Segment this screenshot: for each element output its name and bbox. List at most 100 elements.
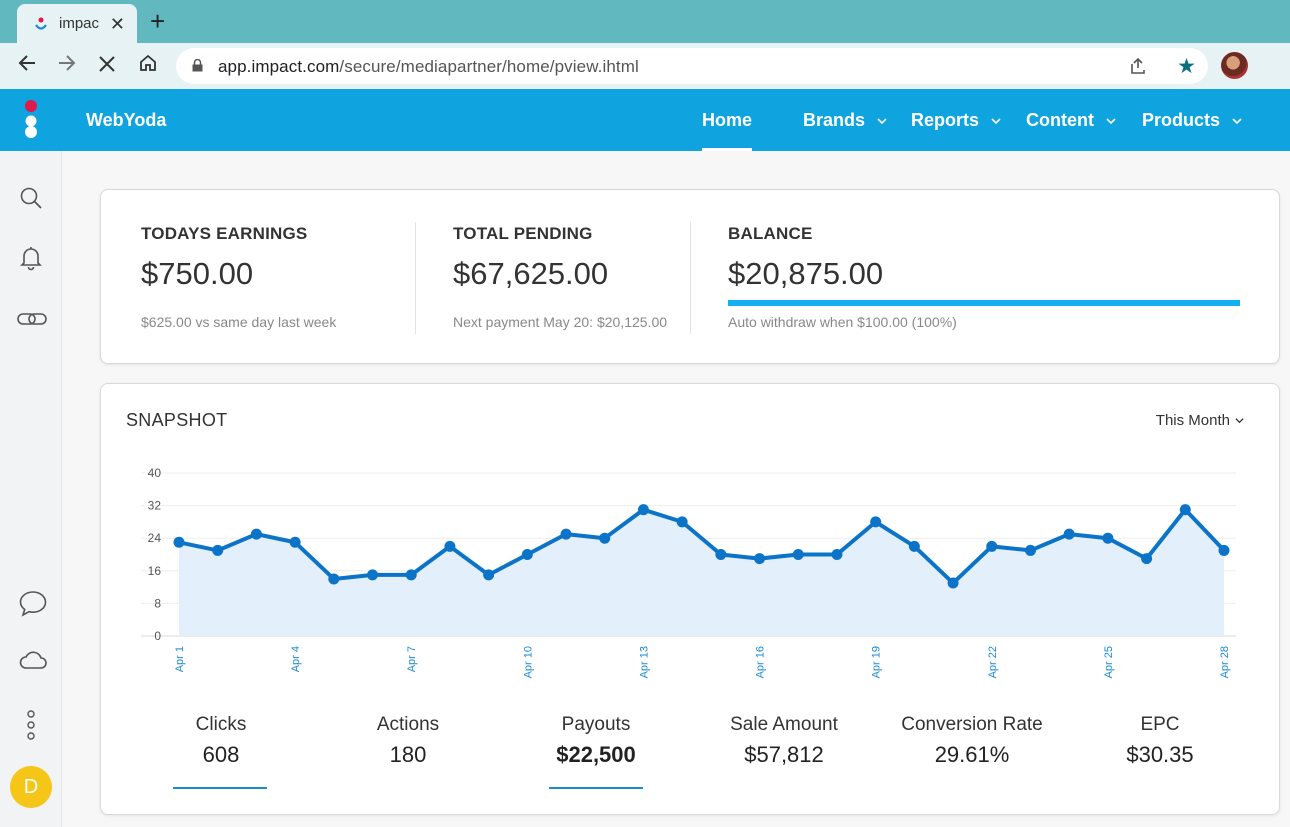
- metric-label: EPC: [1140, 714, 1180, 735]
- data-point: [792, 549, 804, 560]
- share-icon[interactable]: [1128, 56, 1148, 81]
- snapshot-card: SNAPSHOT This Month 0 8 16 24 32 40 Apr 1 Apr 4…: [100, 383, 1280, 815]
- x-tick-label: Apr 19: [871, 646, 883, 678]
- data-point: [908, 540, 920, 552]
- y-tick-label: 0: [154, 629, 161, 643]
- metric-sale-amount[interactable]: Sale Amount $57,812: [724, 714, 844, 768]
- metric-value: 180: [389, 742, 427, 767]
- data-point: [328, 573, 340, 585]
- bookmark-star-icon[interactable]: ★: [1177, 55, 1196, 78]
- data-point: [676, 516, 688, 528]
- earnings-summary-card: TODAYS EARNINGS $750.00 $625.00 vs same …: [100, 189, 1280, 364]
- metric-conversion-rate[interactable]: Conversion Rate 29.61%: [892, 714, 1052, 768]
- data-point: [1179, 504, 1191, 516]
- home-icon[interactable]: [138, 53, 158, 79]
- browser-tab-strip: impac ✕ +: [0, 0, 1290, 43]
- chevron-down-icon: [1232, 117, 1242, 124]
- metric-value: $57,812: [744, 742, 824, 767]
- data-point: [637, 504, 649, 516]
- data-point: [483, 569, 495, 581]
- data-point: [986, 540, 998, 552]
- y-tick-label: 8: [154, 596, 161, 610]
- stop-loading-icon[interactable]: [98, 53, 116, 79]
- metric-label: Actions: [376, 714, 440, 735]
- metric-label: Conversion Rate: [901, 714, 1043, 735]
- todays-earnings-label: TODAYS EARNINGS: [141, 224, 308, 243]
- more-options-icon[interactable]: [26, 709, 36, 746]
- metric-value: 608: [202, 742, 240, 767]
- left-sidebar: D: [0, 151, 62, 827]
- y-tick-label: 24: [148, 531, 162, 545]
- forward-icon[interactable]: [57, 53, 77, 79]
- metric-label: Clicks: [195, 714, 247, 735]
- data-point: [1218, 544, 1230, 556]
- nav-home[interactable]: Home: [702, 110, 753, 130]
- data-point: [947, 577, 959, 589]
- x-tick-label: Apr 13: [638, 646, 650, 678]
- balance-label: BALANCE: [728, 224, 813, 243]
- x-tick-label: Apr 4: [290, 646, 302, 672]
- tab-close-icon[interactable]: ✕: [109, 14, 125, 34]
- todays-earnings: TODAYS EARNINGS $750.00: [141, 224, 307, 292]
- chevron-down-icon: [1106, 117, 1116, 124]
- tab-title: impac: [59, 15, 99, 32]
- data-point: [367, 569, 379, 581]
- bell-icon[interactable]: [18, 244, 44, 277]
- date-range-dropdown[interactable]: This Month: [1156, 412, 1244, 429]
- data-point: [754, 553, 766, 565]
- auto-withdraw-text: Auto withdraw when $100.00 (100%): [728, 314, 957, 330]
- browser-tab[interactable]: impac ✕: [17, 4, 137, 43]
- data-point: [1024, 544, 1036, 556]
- snapshot-chart: 0 8 16 24 32 40 Apr 1 Apr 4 Apr 7 Apr 10 Apr 13 Apr…: [141, 466, 1236, 678]
- metric-value: 29.61%: [934, 742, 1010, 767]
- metric-value: $22,500: [556, 742, 636, 767]
- metric-epc[interactable]: EPC $30.35: [1100, 714, 1220, 768]
- search-icon[interactable]: [18, 185, 44, 216]
- new-tab-icon[interactable]: +: [150, 6, 166, 36]
- nav-brands[interactable]: Brands: [803, 110, 887, 131]
- series-line: [178, 507, 1226, 586]
- data-point: [715, 549, 727, 560]
- data-point: [405, 569, 417, 581]
- data-point: [444, 540, 456, 552]
- balance: BALANCE $20,875.00: [728, 224, 883, 292]
- browser-toolbar: app.impact.com/secure/mediapartner/home/…: [0, 43, 1290, 89]
- metric-label: Sale Amount: [730, 714, 838, 735]
- nav-reports[interactable]: Reports: [911, 110, 1001, 131]
- series-area: [179, 509, 1224, 636]
- user-avatar[interactable]: D: [10, 766, 52, 808]
- link-icon[interactable]: [16, 309, 48, 334]
- data-point: [560, 528, 572, 540]
- impact-favicon-icon: [33, 16, 49, 32]
- brand-name[interactable]: WebYoda: [86, 110, 167, 130]
- nav-content[interactable]: Content: [1026, 110, 1116, 131]
- impact-logo-icon[interactable]: [24, 100, 38, 140]
- chevron-down-icon: [877, 117, 887, 124]
- metric-actions[interactable]: Actions 180: [348, 714, 468, 768]
- chevron-down-icon: [991, 117, 1001, 124]
- data-point: [173, 536, 185, 548]
- x-tick-label: Apr 16: [755, 646, 767, 678]
- balance-value: $20,875.00: [728, 256, 884, 291]
- divider: [415, 222, 416, 334]
- address-bar[interactable]: app.impact.com/secure/mediapartner/home/…: [176, 48, 1208, 84]
- data-point: [521, 549, 533, 560]
- chat-icon[interactable]: [18, 589, 48, 622]
- data-point: [1063, 528, 1075, 540]
- x-tick-label: Apr 22: [987, 646, 999, 678]
- metric-clicks[interactable]: Clicks 608: [161, 714, 281, 768]
- data-point: [599, 532, 611, 544]
- data-point: [831, 549, 843, 560]
- data-point: [1102, 532, 1114, 544]
- profile-avatar[interactable]: [1221, 52, 1248, 79]
- todays-earnings-value: $750.00: [141, 256, 254, 291]
- data-point: [289, 536, 301, 548]
- metric-payouts[interactable]: Payouts $22,500: [536, 714, 656, 768]
- x-tick-label: Apr 28: [1219, 646, 1231, 678]
- total-pending-value: $67,625.00: [453, 256, 609, 291]
- metric-label: Payouts: [561, 714, 631, 735]
- snapshot-title: SNAPSHOT: [126, 410, 228, 430]
- nav-products[interactable]: Products: [1142, 110, 1242, 131]
- back-icon[interactable]: [17, 53, 37, 79]
- cloud-icon[interactable]: [18, 648, 48, 677]
